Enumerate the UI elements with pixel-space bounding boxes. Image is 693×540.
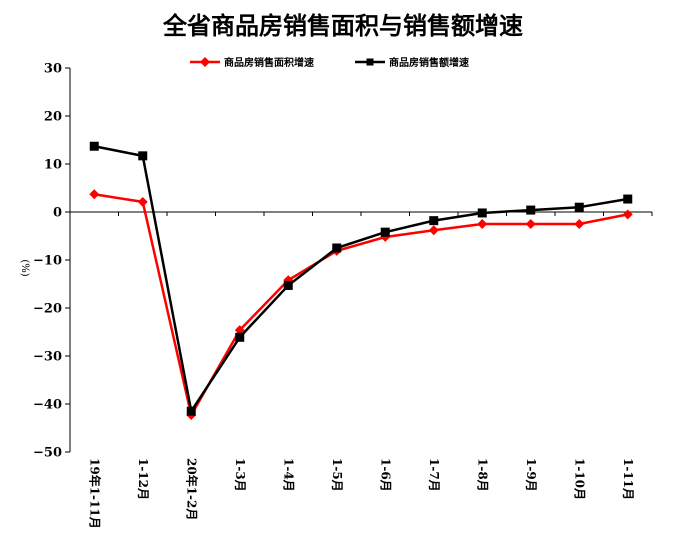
data-point <box>574 219 585 229</box>
legend: 商品房销售面积增速 商品房销售额增速 <box>190 56 469 69</box>
data-point <box>428 225 439 236</box>
legend-item-sales: 商品房销售额增速 <box>355 56 469 69</box>
x-tick-label: 1-5月 <box>330 458 344 492</box>
x-tick-label: 1-7月 <box>427 458 441 492</box>
x-tick-label: 19年1-11月 <box>87 458 102 529</box>
y-tick-label: 0 <box>53 206 62 221</box>
data-point <box>235 332 245 342</box>
legend-item-area: 商品房销售面积增速 <box>190 56 314 69</box>
data-point <box>89 189 100 200</box>
data-point <box>186 406 196 416</box>
x-tick-label: 20年1-2月 <box>184 458 199 520</box>
series-line <box>94 145 628 413</box>
data-point <box>477 219 488 229</box>
x-tick-label: 1-11月 <box>621 458 635 500</box>
data-point <box>623 194 633 204</box>
legend-label-area: 商品房销售面积增速 <box>224 56 314 69</box>
data-point <box>525 219 536 229</box>
data-point <box>622 209 633 220</box>
legend-label-sales: 商品房销售额增速 <box>389 56 469 69</box>
data-point <box>429 216 439 226</box>
y-tick-label: 10 <box>44 158 62 173</box>
series-line <box>94 193 628 417</box>
y-tick-label: −30 <box>33 350 62 365</box>
data-point <box>526 205 536 215</box>
y-tick-label: −50 <box>33 446 62 461</box>
x-tick-label: 1-9月 <box>524 458 538 492</box>
chart-title: 全省商品房销售面积与销售额增速 <box>162 11 523 40</box>
y-tick-label: −10 <box>33 254 62 269</box>
data-point <box>332 243 342 253</box>
x-tick-label: 1-8月 <box>475 458 489 492</box>
data-point <box>89 141 99 151</box>
y-tick-label: −20 <box>33 302 62 317</box>
series-sales <box>89 141 633 416</box>
data-point <box>574 202 584 212</box>
data-point <box>283 280 293 290</box>
series-layer <box>89 141 633 420</box>
legend-marker-sales <box>366 58 374 66</box>
y-tick-label: 20 <box>44 110 62 125</box>
x-tick-label: 1-6月 <box>378 458 392 492</box>
data-point <box>477 208 487 218</box>
x-tick-label: 1-3月 <box>233 458 247 492</box>
legend-marker-area <box>200 57 210 67</box>
x-tick-label: 1-12月 <box>136 458 150 500</box>
y-tick-label: 30 <box>44 62 62 77</box>
axes: 30 20 10 0 −10 −20 −30 −40 −50 19年1-11月 1-12月 20年1-… <box>33 62 653 529</box>
x-tick-label: 1-10月 <box>572 458 586 500</box>
data-point <box>138 151 148 161</box>
x-tick-label: 1-4月 <box>281 458 295 492</box>
data-point <box>137 196 148 207</box>
y-tick-label: −40 <box>33 398 62 413</box>
y-axis-label: (%) <box>19 259 30 276</box>
data-point <box>234 325 245 336</box>
data-point <box>380 227 390 237</box>
